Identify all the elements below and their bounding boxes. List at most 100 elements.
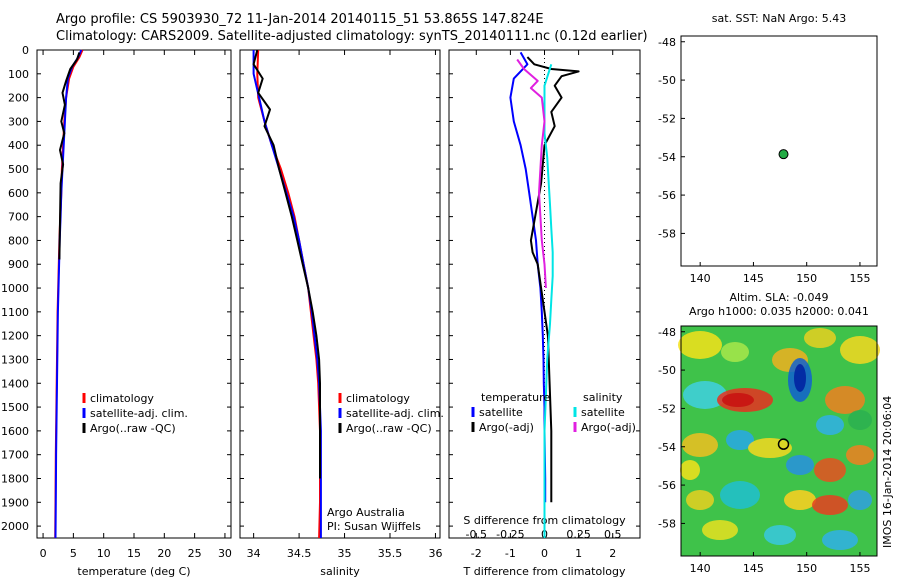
- difference-s-tick-label: 0.25: [566, 528, 591, 541]
- sst-map-ytick-label: -48: [658, 36, 676, 49]
- salinity-legend-entry: Argo(..raw -QC): [346, 422, 432, 435]
- sla-map-ytick-label: -56: [658, 479, 676, 492]
- difference-series-2: [543, 63, 554, 538]
- temperature-legend-entry: satellite-adj. clim.: [90, 407, 188, 420]
- difference-t-xlabel: T difference from climatology: [463, 565, 626, 578]
- difference-legend-s-entry: Argo(-adj): [581, 421, 636, 434]
- temperature-xaxis-tick-label: 0: [40, 547, 47, 560]
- salinity-xaxis-tick-label: 34.5: [287, 547, 312, 560]
- figure-title-line2: Climatology: CARS2009. Satellite-adjuste…: [56, 29, 648, 44]
- sla-map-anomaly-patch: [794, 364, 806, 392]
- depth-tick-label: 2000: [1, 520, 29, 533]
- sla-map-ytick-label: -50: [658, 364, 676, 377]
- salinity-note-institution: Argo Australia: [327, 506, 405, 519]
- salinity-legend-entry: satellite-adj. clim.: [346, 407, 444, 420]
- sla-map-anomaly-patch: [846, 445, 874, 465]
- depth-tick-label: 500: [8, 163, 29, 176]
- salinity-series-1: [252, 50, 322, 538]
- sla-map-frame: [680, 325, 878, 557]
- difference-series-3: [516, 58, 547, 289]
- sst-map-ytick-label: -52: [658, 112, 676, 125]
- sla-map-xtick-label: 145: [743, 562, 764, 575]
- temperature-xaxis-tick-label: 20: [157, 547, 171, 560]
- sst-map-xtick-label: 145: [743, 272, 764, 285]
- sla-map-anomaly-patch: [825, 386, 865, 414]
- depth-tick-label: 600: [8, 187, 29, 200]
- sla-map-anomaly-patch: [784, 490, 816, 510]
- temperature-legend-entry: climatology: [90, 392, 154, 405]
- temperature-xlabel: temperature (deg C): [77, 565, 190, 578]
- sla-map-anomaly-patch: [682, 433, 718, 457]
- difference-t-xaxis-tick-label: -1: [505, 547, 516, 560]
- depth-tick-label: 100: [8, 68, 29, 81]
- sst-map-frame: [680, 35, 878, 267]
- sla-map-anomaly-patch: [686, 490, 714, 510]
- depth-tick-label: 0: [22, 44, 29, 57]
- temperature-series-1: [54, 49, 83, 539]
- depth-tick-label: 1300: [1, 353, 29, 366]
- sla-map-anomaly-patch: [812, 495, 848, 515]
- temperature-xaxis-tick-label: 25: [188, 547, 202, 560]
- sla-map-anomaly-patch: [721, 342, 749, 362]
- salinity-xaxis-tick-label: 36: [428, 547, 442, 560]
- depth-tick-label: 1400: [1, 377, 29, 390]
- sla-map-ytick-label: -58: [658, 517, 676, 530]
- temperature-legend-entry: Argo(..raw -QC): [90, 422, 176, 435]
- sla-map-xtick-label: 150: [796, 562, 817, 575]
- depth-tick-label: 1100: [1, 306, 29, 319]
- sla-map-anomaly-patch: [683, 381, 727, 409]
- sla-map-ytick-label: -52: [658, 402, 676, 415]
- difference-legend-s-entry: satellite: [581, 406, 625, 419]
- difference-series-0: [509, 51, 547, 503]
- difference-legend-s-header: salinity: [583, 391, 623, 404]
- salinity-xaxis-tick-label: 35.5: [378, 547, 403, 560]
- salinity-note-pi: PI: Susan Wijffels: [327, 520, 421, 533]
- sla-map-anomaly-patch: [848, 490, 872, 510]
- sla-map-anomaly-patch: [764, 525, 796, 545]
- salinity-xaxis-tick-label: 34: [247, 547, 261, 560]
- temperature-panel-frame: [36, 49, 232, 539]
- sla-map-title1: Altim. SLA: -0.049: [729, 291, 828, 304]
- sla-map-anomaly-patch: [814, 458, 846, 482]
- salinity-series-0: [256, 49, 321, 539]
- difference-series-1: [526, 56, 580, 503]
- temperature-xaxis-tick-label: 5: [70, 547, 77, 560]
- depth-tick-label: 1000: [1, 282, 29, 295]
- difference-t-xaxis-tick-label: 2: [609, 547, 616, 560]
- temperature-series-2: [58, 52, 81, 260]
- sst-map-ytick-label: -50: [658, 74, 676, 87]
- sst-map-ytick-label: -58: [658, 227, 676, 240]
- depth-tick-label: 800: [8, 234, 29, 247]
- depth-tick-label: 900: [8, 258, 29, 271]
- sla-map-anomaly-patch: [748, 438, 792, 458]
- sla-map-anomaly-patch: [848, 410, 872, 430]
- sla-map-anomaly-patch: [722, 393, 754, 407]
- sst-map-xtick-label: 155: [849, 272, 870, 285]
- temperature-xaxis-tick-label: 15: [127, 547, 141, 560]
- salinity-legend-entry: climatology: [346, 392, 410, 405]
- difference-s-tick-label: -0.5: [466, 528, 487, 541]
- sla-map-anomaly-patch: [840, 336, 880, 364]
- sst-map-float-marker: [778, 149, 789, 160]
- salinity-series-2: [252, 49, 321, 479]
- depth-tick-label: 1500: [1, 401, 29, 414]
- difference-t-xaxis-tick-label: 0: [541, 547, 548, 560]
- depth-tick-label: 1600: [1, 425, 29, 438]
- sla-map-anomaly-patch: [786, 455, 814, 475]
- sla-map-ytick-label: -48: [658, 326, 676, 339]
- depth-tick-label: 300: [8, 115, 29, 128]
- sla-map-anomaly-patch: [678, 331, 722, 359]
- sst-map-ytick-label: -54: [658, 151, 676, 164]
- sst-map-ytick-label: -56: [658, 189, 676, 202]
- sla-map-side-label: IMOS 16-Jan-2014 20:06:04: [881, 396, 894, 548]
- difference-s-tick-label: -0.25: [496, 528, 524, 541]
- sla-map-xtick-label: 140: [690, 562, 711, 575]
- sla-map-anomaly-patch: [720, 481, 760, 509]
- difference-legend-t-header: temperature: [481, 391, 550, 404]
- sla-map-anomaly-patch: [702, 520, 738, 540]
- sla-map-xtick-label: 155: [849, 562, 870, 575]
- figure-title-line1: Argo profile: CS 5903930_72 11-Jan-2014 …: [56, 12, 544, 27]
- sla-map-anomaly-patch: [816, 415, 844, 435]
- difference-t-xaxis-tick-label: -2: [471, 547, 482, 560]
